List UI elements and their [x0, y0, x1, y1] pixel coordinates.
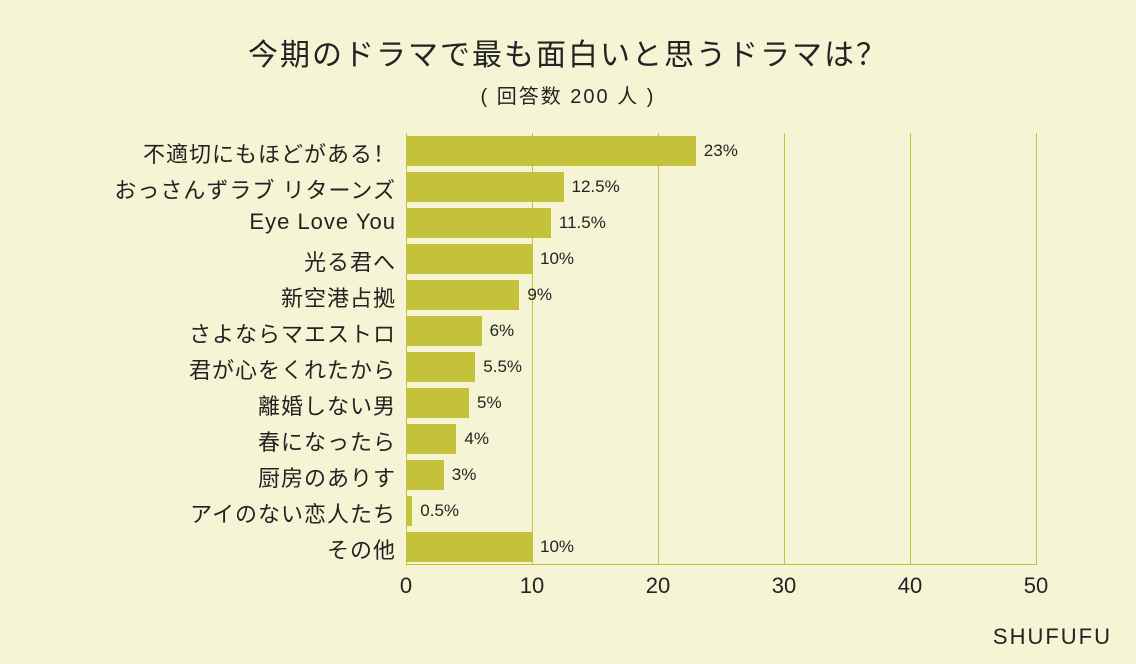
category-label: おっさんずラブ リターンズ — [56, 173, 396, 205]
bar — [406, 136, 696, 166]
gridline — [658, 133, 659, 565]
gridline — [910, 133, 911, 565]
value-label: 0.5% — [420, 501, 459, 521]
chart-container: 今期のドラマで最も面白いと思うドラマは？ ( 回答数 200 人 ) 不適切にも… — [0, 0, 1136, 664]
bar — [406, 352, 475, 382]
x-tick-label: 10 — [520, 573, 544, 599]
bar — [406, 316, 482, 346]
bar — [406, 280, 519, 310]
value-label: 9% — [527, 285, 552, 305]
bar — [406, 496, 412, 526]
bar — [406, 424, 456, 454]
category-label: 春になったら — [56, 425, 396, 457]
value-label: 6% — [490, 321, 515, 341]
category-label: 新空港占拠 — [56, 281, 396, 313]
category-label: 不適切にもほどがある！ — [56, 137, 396, 169]
value-label: 10% — [540, 537, 574, 557]
gridline — [784, 133, 785, 565]
value-label: 5.5% — [483, 357, 522, 377]
value-label: 23% — [704, 141, 738, 161]
value-label: 12.5% — [572, 177, 620, 197]
value-label: 5% — [477, 393, 502, 413]
value-label: 4% — [464, 429, 489, 449]
bar — [406, 172, 564, 202]
category-label: その他 — [56, 533, 396, 565]
category-label: さよならマエストロ — [56, 317, 396, 349]
chart-title: 今期のドラマで最も面白いと思うドラマは？ — [60, 30, 1076, 74]
value-label: 11.5% — [559, 213, 606, 233]
x-tick-label: 40 — [898, 573, 922, 599]
category-label: 君が心をくれたから — [56, 353, 396, 385]
category-label: 離婚しない男 — [56, 389, 396, 421]
bar — [406, 244, 532, 274]
x-tick-label: 50 — [1024, 573, 1048, 599]
chart-area: 不適切にもほどがある！23%おっさんずラブ リターンズ12.5%Eye Love… — [60, 133, 1076, 617]
category-label: 光る君へ — [56, 245, 396, 277]
x-tick-label: 20 — [646, 573, 670, 599]
category-label: Eye Love You — [56, 209, 396, 235]
category-label: 厨房のありす — [56, 461, 396, 493]
bar — [406, 532, 532, 562]
branding-label: SHUFUFU — [993, 624, 1112, 650]
bar — [406, 388, 469, 418]
bar — [406, 460, 444, 490]
x-axis — [406, 564, 1036, 565]
value-label: 3% — [452, 465, 477, 485]
value-label: 10% — [540, 249, 574, 269]
x-tick-label: 30 — [772, 573, 796, 599]
chart-subtitle: ( 回答数 200 人 ) — [60, 80, 1076, 109]
gridline — [1036, 133, 1037, 565]
category-label: アイのない恋人たち — [56, 497, 396, 529]
bar — [406, 208, 551, 238]
plot-area: 不適切にもほどがある！23%おっさんずラブ リターンズ12.5%Eye Love… — [406, 133, 1036, 565]
x-tick-label: 0 — [400, 573, 412, 599]
